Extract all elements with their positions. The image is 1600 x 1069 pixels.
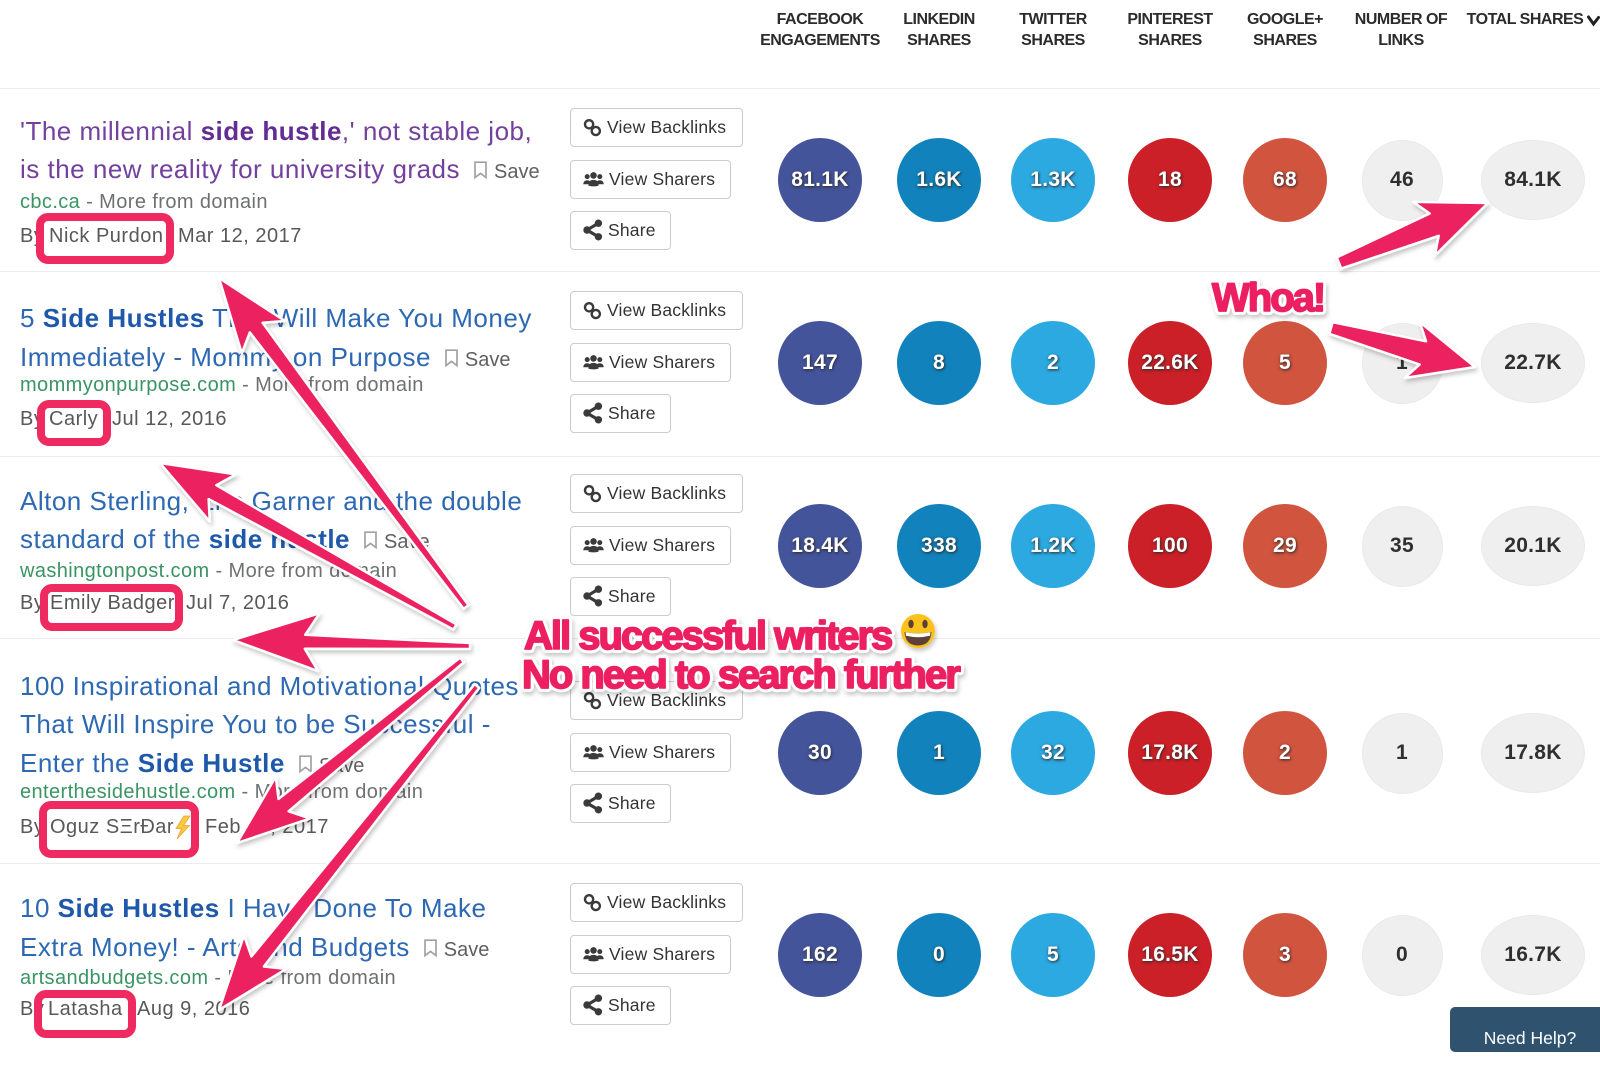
svg-text:No need to search further: No need to search further	[522, 653, 960, 697]
svg-text:Whoa!: Whoa!	[1212, 276, 1324, 320]
svg-text:Whoa!: Whoa!	[1212, 276, 1324, 320]
svg-text:All successful writers: All successful writers	[524, 614, 892, 658]
svg-text:All successful writers: All successful writers	[524, 614, 892, 658]
svg-text:No need to search further: No need to search further	[522, 653, 960, 697]
